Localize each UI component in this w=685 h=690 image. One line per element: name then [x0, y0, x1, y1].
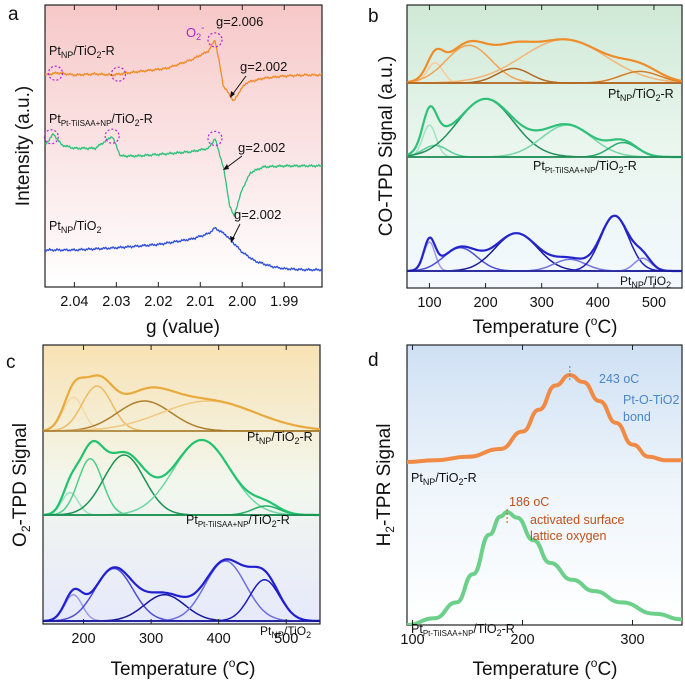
annotation-activated: activated surface [530, 513, 625, 527]
c-envelope-0 [43, 374, 320, 432]
c-envelope-1 [43, 438, 320, 517]
panel-letter-c: c [6, 352, 16, 373]
legend-label-b-2: PtPt-TiISAA+NP/TiO2-R [533, 159, 637, 175]
y-axis-label-a: Intensity (a.u.) [13, 86, 34, 206]
circled-marker-2 [207, 32, 223, 48]
d-tick-label-0: 100 [400, 632, 424, 648]
legend-label-d-2: PtPt-TiISAA+NP/TiO2-R [411, 622, 515, 638]
b-tick-label-3: 400 [586, 295, 610, 311]
circled-marker-4 [104, 128, 120, 144]
plot-area-d [406, 344, 683, 626]
legend-label-c-1: PtNP/TiO2-R [247, 430, 313, 446]
panel-c: c 200 300 400 500 Temperature (oC) O2-TPD S… [6, 344, 321, 680]
a-tick-label-0: 2.04 [60, 294, 88, 310]
legend-label-a-2: PtPt-TiISAA+NP/TiO2-R [49, 112, 153, 128]
annotation-g2002-3: g=2.002 [234, 207, 281, 222]
c-tick-label-1: 300 [139, 631, 163, 647]
annotation-arrow-3 [231, 223, 241, 241]
a-tick-label-1: 2.03 [102, 294, 130, 310]
annotation-pt-o-tio2: Pt-O-TiO2 [623, 393, 680, 407]
panel-d: d 100 200 300 Temperature (oC) H2-TPR Sign… [368, 344, 683, 680]
legend-label-b-1: PtNP/TiO2-R [608, 87, 674, 103]
plot-area-c [42, 344, 321, 625]
b-envelope-1 [407, 97, 682, 159]
annotation-arrow-2 [225, 155, 243, 169]
legend-label-c-3: PtNP/TiO2 [260, 624, 311, 640]
circled-marker-1 [110, 66, 127, 82]
annotation-arrowhead-1 [230, 91, 235, 98]
panel-a: a 2.04 2.03 2.02 2.01 2.00 1.99 g (value) Int… [8, 4, 323, 338]
x-axis-label-c: Temperature (oC) [110, 656, 255, 680]
a-tick-label-4: 2.00 [228, 294, 256, 310]
annotation-lattice: lattice oxygen [530, 529, 606, 543]
a-tick-label-5: 1.99 [270, 294, 298, 310]
circled-marker-5 [207, 130, 223, 146]
legend-label-a-1: PtNP/TiO2-R [49, 44, 115, 60]
legend-label-d-1: PtNP/TiO2-R [411, 471, 477, 487]
tpr-line-1 [407, 509, 682, 625]
panel-letter-d: d [368, 350, 379, 371]
x-axis-label-d: Temperature (oC) [472, 656, 617, 680]
a-tick-label-3: 2.01 [186, 294, 214, 310]
d-tick-label-2: 300 [620, 632, 644, 648]
b-component-0-3 [407, 38, 682, 84]
panel-letter-b: b [368, 6, 379, 27]
b-tick-label-0: 100 [417, 295, 441, 311]
y-axis-label-b: CO-TPD Signal (a.u.) [376, 56, 397, 237]
b-tick-label-4: 500 [642, 295, 666, 311]
epr-line-0 [45, 39, 322, 102]
x-axis-label-b: Temperature (oC) [472, 314, 617, 338]
c-envelope-2 [43, 558, 320, 623]
annotation-arrow-1 [231, 75, 247, 96]
annotation-243: 243 oC [599, 372, 639, 386]
y-axis-label-d: H2-TPR Signal [374, 424, 397, 547]
annotation-g2002-2: g=2.002 [238, 140, 285, 155]
c-tick-label-2: 400 [207, 631, 231, 647]
x-axis-label-a: g (value) [146, 317, 220, 338]
d-tick-label-1: 200 [510, 632, 534, 648]
annotation-arrowhead-2 [223, 164, 229, 170]
epr-line-2 [45, 226, 322, 272]
b-tick-label-2: 300 [530, 295, 554, 311]
panel-b: b 100 200 300 400 500 Temperature (oC) CO-TP… [368, 4, 683, 338]
y-axis-label-c: O2-TPD Signal [10, 423, 33, 547]
annotation-o2-radical: O2- [186, 23, 204, 42]
b-envelope-2 [407, 214, 682, 273]
annotation-186: 186 oC [509, 495, 549, 509]
b-tick-label-1: 200 [473, 295, 497, 311]
annotation-g2006: g=2.006 [216, 14, 263, 29]
circled-marker-3 [43, 129, 59, 145]
annotation-arrowhead-3 [230, 236, 235, 243]
b-envelope-0 [407, 38, 682, 84]
legend-label-c-2: PtPt-TiISAA+NP/TiO2-R [186, 513, 290, 529]
c-tick-label-0: 200 [71, 631, 95, 647]
annotation-g2002-1: g=2.002 [240, 59, 287, 74]
panel-letter-a: a [8, 4, 19, 25]
a-tick-label-2: 2.02 [144, 294, 172, 310]
circled-marker-0 [47, 65, 64, 81]
plot-area-b [406, 4, 683, 289]
annotation-bond: bond [623, 410, 651, 424]
legend-label-a-3: PtNP/TiO2 [49, 219, 102, 235]
epr-line-1 [45, 132, 322, 218]
legend-label-b-3: PtNP/TiO2 [620, 274, 671, 290]
c-tick-label-3: 500 [274, 631, 298, 647]
